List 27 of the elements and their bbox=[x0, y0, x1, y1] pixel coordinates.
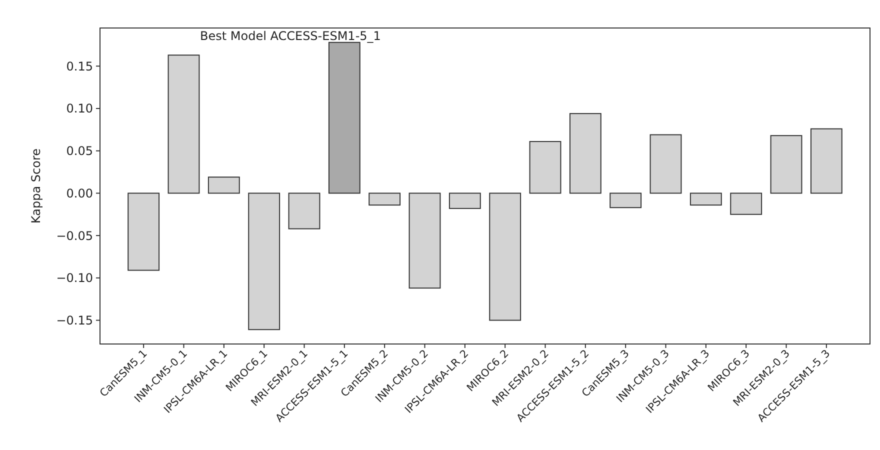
y-tick-label: 0.10 bbox=[66, 102, 93, 116]
bar bbox=[529, 141, 562, 194]
bar bbox=[690, 192, 722, 206]
bar bbox=[168, 54, 200, 194]
annotation: Best Model ACCESS-ESM1-5_1 bbox=[200, 29, 381, 43]
bar bbox=[128, 192, 160, 271]
bar bbox=[650, 134, 682, 194]
y-tick-label: 0.05 bbox=[66, 144, 93, 158]
bar bbox=[208, 176, 240, 194]
bar bbox=[489, 192, 522, 321]
y-tick-label: 0.00 bbox=[66, 186, 93, 200]
y-tick-label: 0.15 bbox=[66, 59, 93, 74]
y-tick-label: −0.15 bbox=[56, 313, 93, 328]
bar bbox=[328, 42, 360, 194]
y-tick-label: −0.05 bbox=[56, 228, 93, 243]
y-axis-title: Kappa Score bbox=[29, 148, 43, 224]
bar bbox=[408, 192, 441, 289]
bar bbox=[770, 135, 802, 194]
bar bbox=[448, 192, 481, 209]
bar bbox=[810, 128, 842, 194]
bar bbox=[569, 113, 602, 194]
bar bbox=[248, 192, 280, 330]
bar bbox=[730, 192, 762, 215]
bar bbox=[368, 192, 401, 206]
bar bbox=[610, 192, 642, 208]
y-tick-label: −0.10 bbox=[56, 271, 93, 286]
bar bbox=[288, 192, 320, 230]
